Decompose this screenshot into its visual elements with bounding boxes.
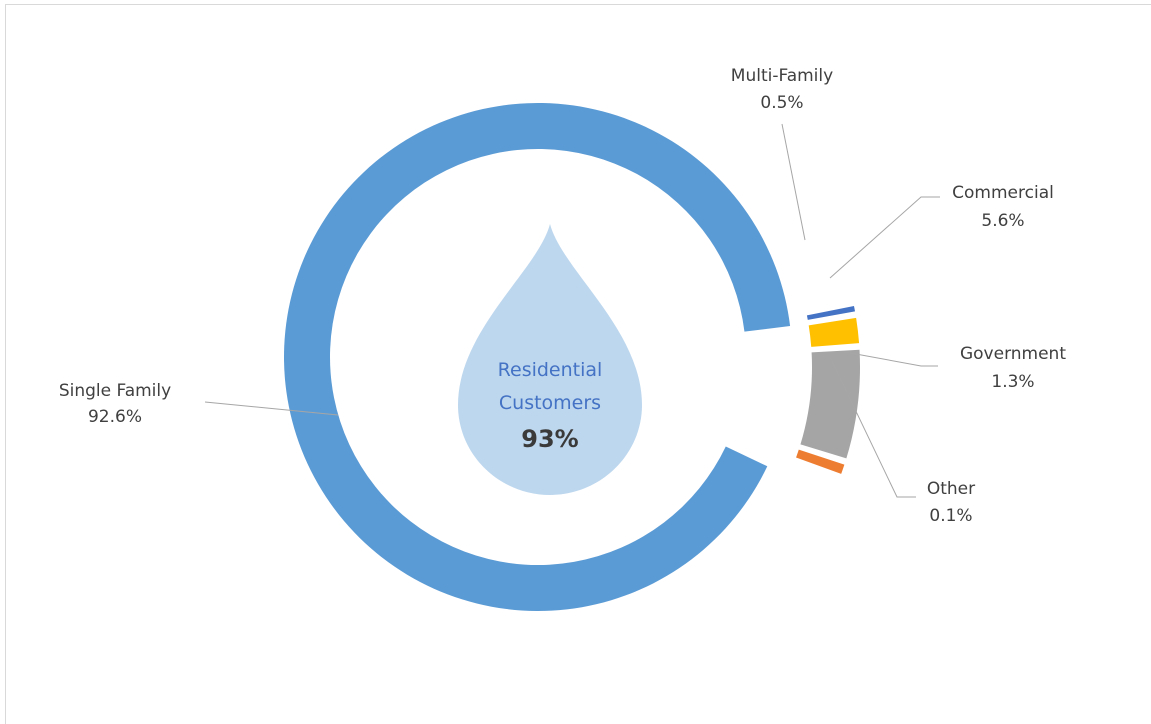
slices-layer: [284, 102, 861, 611]
center-value: 93%: [521, 425, 578, 453]
leader-single-family: [204, 401, 339, 416]
label-other-value: 0.1%: [929, 506, 972, 526]
leader-other: [829, 356, 916, 498]
water-drop-icon: [458, 224, 642, 495]
label-single-family-name: Single Family: [59, 381, 171, 401]
slice-other: [806, 305, 856, 320]
label-commercial-name: Commercial: [952, 183, 1054, 203]
label-single-family-value: 92.6%: [88, 407, 142, 427]
center-label-line2: Customers: [499, 392, 601, 414]
slice-commercial: [800, 349, 861, 459]
label-government-name: Government: [960, 344, 1066, 364]
leader-commercial: [829, 196, 940, 279]
slice-government: [808, 317, 860, 347]
leader-multi-family: [781, 123, 806, 241]
label-commercial-value: 5.6%: [981, 211, 1024, 231]
chart-frame: [5, 4, 1151, 724]
label-government-value: 1.3%: [991, 372, 1034, 392]
leader-lines: [204, 123, 940, 498]
slice-multi-family: [796, 449, 845, 474]
leader-government: [844, 351, 938, 367]
label-other-name: Other: [927, 479, 975, 499]
label-multi-family-name: Multi-Family: [731, 66, 833, 86]
center-label-line1: Residential: [498, 359, 603, 381]
label-multi-family-value: 0.5%: [760, 93, 803, 113]
